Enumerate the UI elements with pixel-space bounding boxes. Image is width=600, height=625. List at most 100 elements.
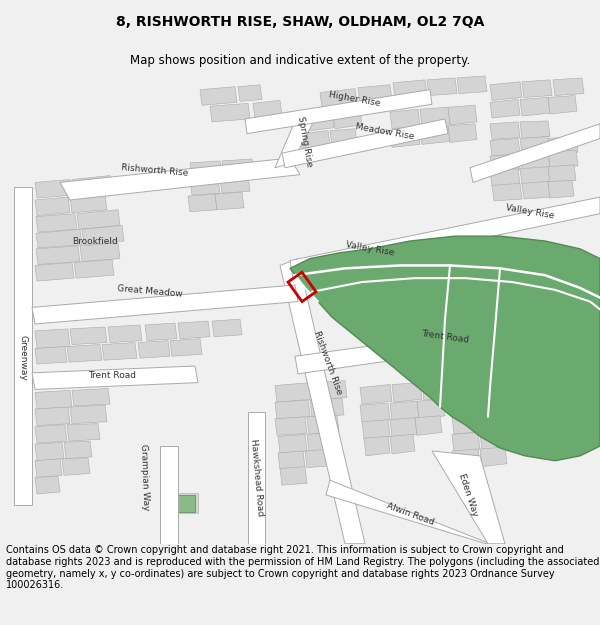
Polygon shape: [427, 78, 457, 96]
Polygon shape: [505, 411, 532, 431]
Polygon shape: [188, 194, 217, 212]
Polygon shape: [490, 122, 520, 139]
Text: Rishworth Rise: Rishworth Rise: [121, 163, 189, 178]
Polygon shape: [548, 96, 577, 114]
Text: Meadow Rise: Meadow Rise: [355, 122, 415, 141]
Polygon shape: [275, 417, 307, 436]
Polygon shape: [326, 480, 490, 544]
Polygon shape: [390, 418, 417, 437]
Polygon shape: [452, 432, 480, 452]
Polygon shape: [253, 101, 282, 119]
Polygon shape: [417, 399, 445, 419]
Polygon shape: [275, 382, 312, 402]
Polygon shape: [490, 139, 520, 156]
Polygon shape: [35, 262, 74, 281]
Polygon shape: [77, 210, 120, 229]
Polygon shape: [280, 259, 365, 544]
Polygon shape: [480, 447, 507, 467]
Polygon shape: [145, 323, 177, 341]
Polygon shape: [420, 126, 450, 144]
Polygon shape: [278, 451, 305, 469]
Text: Hawkshead Road: Hawkshead Road: [249, 438, 265, 516]
Polygon shape: [280, 467, 307, 485]
Text: Higher Rise: Higher Rise: [328, 91, 382, 108]
Polygon shape: [530, 426, 557, 446]
Polygon shape: [358, 85, 392, 103]
Polygon shape: [307, 415, 339, 434]
Polygon shape: [222, 159, 254, 176]
Polygon shape: [238, 85, 262, 101]
Text: Rishworth Rise: Rishworth Rise: [312, 330, 344, 396]
Polygon shape: [520, 98, 550, 116]
Text: Alwin Road: Alwin Road: [385, 502, 435, 528]
Text: Trent Road: Trent Road: [88, 371, 136, 380]
Text: Valley Rise: Valley Rise: [345, 240, 395, 258]
Polygon shape: [32, 285, 298, 324]
Polygon shape: [67, 344, 102, 362]
Polygon shape: [390, 401, 419, 421]
Polygon shape: [278, 434, 307, 453]
Polygon shape: [330, 129, 357, 146]
Polygon shape: [448, 124, 477, 142]
Polygon shape: [64, 441, 92, 459]
Polygon shape: [178, 321, 210, 339]
Polygon shape: [210, 103, 250, 122]
Polygon shape: [36, 214, 77, 232]
Text: Eden Way: Eden Way: [457, 472, 479, 518]
Polygon shape: [520, 136, 550, 154]
Polygon shape: [452, 415, 480, 434]
Polygon shape: [490, 154, 520, 172]
Text: Spring Rise: Spring Rise: [296, 116, 314, 168]
Polygon shape: [35, 424, 67, 443]
Polygon shape: [490, 82, 522, 101]
Polygon shape: [168, 495, 195, 511]
Polygon shape: [522, 80, 552, 98]
Polygon shape: [35, 346, 67, 364]
Polygon shape: [522, 181, 550, 199]
Polygon shape: [80, 243, 120, 261]
Polygon shape: [432, 451, 505, 544]
Text: Grampian Way: Grampian Way: [139, 444, 151, 511]
Polygon shape: [67, 424, 100, 441]
Polygon shape: [190, 177, 220, 195]
Polygon shape: [307, 432, 337, 452]
Polygon shape: [35, 197, 70, 216]
Polygon shape: [492, 183, 522, 201]
Polygon shape: [72, 176, 112, 195]
Polygon shape: [480, 431, 507, 450]
Text: 8, RISHWORTH RISE, SHAW, OLDHAM, OL2 7QA: 8, RISHWORTH RISE, SHAW, OLDHAM, OL2 7QA: [116, 15, 484, 29]
Polygon shape: [72, 389, 110, 406]
Polygon shape: [295, 314, 600, 374]
Polygon shape: [390, 127, 420, 148]
Polygon shape: [35, 179, 72, 198]
Polygon shape: [312, 381, 347, 400]
Polygon shape: [70, 194, 107, 213]
Polygon shape: [35, 391, 72, 409]
Polygon shape: [548, 165, 576, 182]
Polygon shape: [392, 382, 422, 402]
Polygon shape: [215, 192, 244, 210]
Polygon shape: [35, 442, 64, 461]
Polygon shape: [70, 405, 107, 424]
Polygon shape: [360, 403, 390, 422]
Polygon shape: [165, 493, 198, 512]
Polygon shape: [282, 119, 448, 168]
Polygon shape: [520, 121, 550, 139]
Polygon shape: [530, 410, 557, 429]
Polygon shape: [505, 429, 532, 448]
Polygon shape: [35, 329, 70, 349]
Polygon shape: [490, 99, 520, 118]
Polygon shape: [415, 416, 442, 436]
Polygon shape: [290, 236, 600, 461]
Text: Trent Road: Trent Road: [421, 329, 469, 344]
Polygon shape: [452, 449, 480, 469]
Polygon shape: [448, 105, 477, 125]
Polygon shape: [420, 107, 450, 127]
Polygon shape: [275, 400, 310, 419]
Polygon shape: [320, 89, 357, 108]
Polygon shape: [248, 412, 265, 544]
Polygon shape: [520, 152, 550, 170]
Polygon shape: [108, 325, 142, 342]
Polygon shape: [32, 366, 198, 389]
Polygon shape: [220, 176, 250, 193]
